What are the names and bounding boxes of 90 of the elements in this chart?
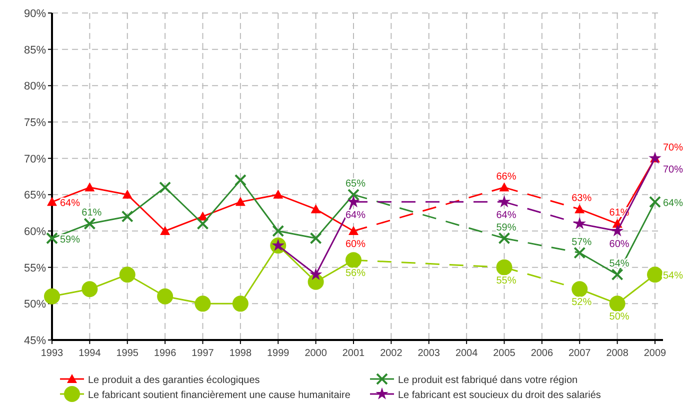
point — [498, 195, 511, 208]
point — [310, 232, 322, 244]
point — [196, 218, 209, 230]
x-tick-label: 2001 — [342, 348, 366, 359]
point — [496, 259, 512, 276]
x-tick-label: 1993 — [40, 348, 64, 359]
y-tick-label: 85% — [24, 44, 46, 56]
point — [234, 174, 246, 186]
x-tick-label: 2000 — [304, 348, 328, 359]
data-label: 64% — [663, 198, 684, 209]
point — [235, 196, 246, 206]
point — [649, 196, 661, 208]
point — [499, 182, 510, 192]
point — [44, 288, 60, 304]
point — [47, 196, 57, 206]
point — [574, 246, 586, 259]
point — [347, 195, 360, 208]
y-tick-label: 70% — [24, 153, 46, 166]
data-label: 64% — [60, 198, 80, 209]
point — [84, 182, 95, 192]
point — [119, 266, 136, 283]
legend-label: Le produit a des garanties écologiques — [88, 375, 260, 386]
data-label: 59% — [496, 222, 516, 234]
x-tick-label: 1999 — [267, 348, 290, 359]
x-tick-label: 1994 — [78, 348, 102, 359]
data-label: 55% — [496, 275, 516, 286]
point — [610, 224, 624, 236]
x-tick-label: 1997 — [192, 348, 214, 359]
point — [647, 266, 663, 283]
point — [157, 288, 174, 304]
data-label: 61% — [82, 208, 102, 219]
x-tick-label: 1996 — [154, 348, 177, 359]
x-tick-label: 2002 — [380, 348, 403, 359]
point — [160, 226, 170, 235]
point — [348, 188, 360, 201]
point — [84, 218, 96, 230]
point — [159, 181, 172, 194]
point — [46, 232, 58, 244]
y-tick-label: 80% — [24, 80, 46, 93]
point — [498, 232, 510, 244]
legend-label: Le produit est fabriqué dans votre région — [398, 375, 578, 386]
x-tick-label: 2004 — [455, 348, 478, 359]
y-tick-label: 45% — [24, 335, 46, 347]
point — [309, 268, 322, 280]
point — [611, 268, 624, 281]
data-label: 63% — [572, 193, 592, 204]
data-label: 54% — [663, 270, 684, 282]
legend-label: Le fabricant soutient financièrement une cause humanitaire — [88, 390, 351, 401]
x-tick-label: 2003 — [418, 348, 440, 359]
data-label: 60% — [609, 239, 630, 250]
point — [232, 296, 248, 312]
y-tick-label: 75% — [24, 117, 46, 129]
point — [122, 190, 132, 199]
point — [121, 210, 134, 222]
x-tick-label: 2005 — [493, 348, 516, 359]
data-label: 52% — [572, 297, 592, 308]
point — [574, 204, 585, 214]
y-tick-label: 60% — [24, 226, 46, 238]
data-label: 66% — [496, 171, 516, 182]
data-label: 64% — [345, 210, 366, 221]
y-tick-label: 55% — [24, 262, 46, 274]
point — [273, 190, 284, 199]
point — [572, 281, 588, 298]
point — [573, 217, 586, 230]
point — [194, 296, 211, 312]
data-label: 57% — [572, 236, 592, 248]
data-label: 59% — [60, 234, 80, 246]
data-label: 65% — [345, 178, 366, 190]
x-tick-label: 1995 — [116, 348, 139, 359]
x-tick-label: 2009 — [644, 348, 667, 359]
point — [609, 296, 626, 312]
point — [348, 226, 358, 235]
point — [346, 252, 362, 268]
data-label: 70% — [663, 164, 684, 176]
x-tick-label: 2008 — [606, 348, 629, 359]
y-tick-label: 90% — [24, 8, 46, 20]
point — [82, 281, 98, 298]
data-label: 50% — [609, 312, 630, 323]
y-tick-label: 65% — [24, 190, 46, 202]
data-label: 60% — [345, 239, 366, 250]
x-tick-label: 2007 — [568, 348, 592, 359]
point — [272, 225, 284, 237]
point — [310, 204, 321, 214]
x-tick-label: 1998 — [229, 348, 252, 359]
data-label: 56% — [345, 268, 366, 280]
x-tick-label: 2006 — [530, 348, 554, 359]
data-label: 70% — [663, 142, 684, 154]
y-tick-label: 50% — [24, 298, 46, 311]
data-label: 64% — [496, 210, 516, 221]
legend-label: Le fabricant est soucieux du droit des salariés — [398, 390, 601, 401]
